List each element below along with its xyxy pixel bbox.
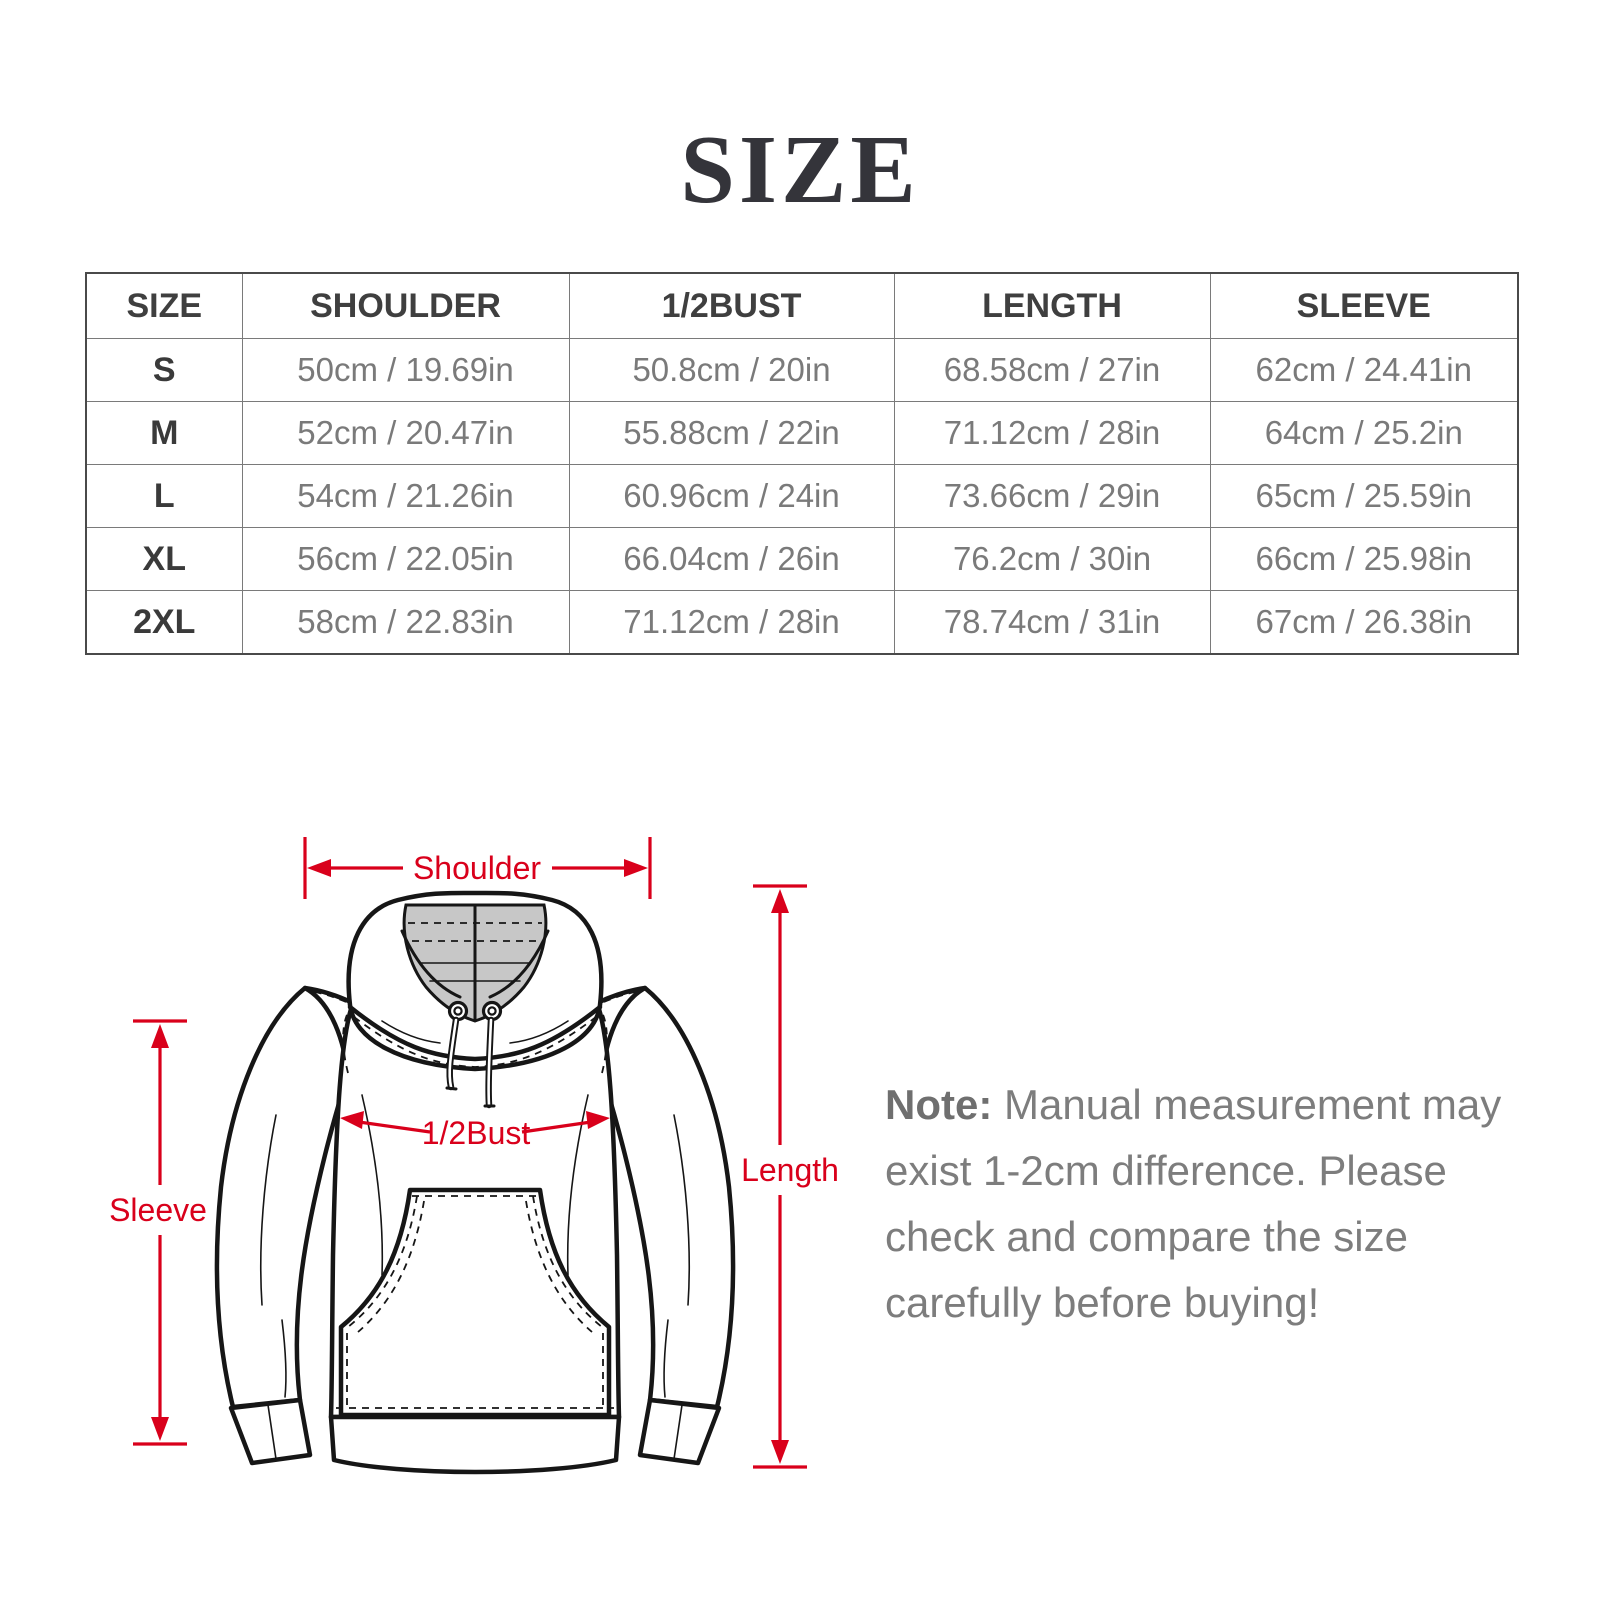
header-length: LENGTH (893, 272, 1211, 339)
hem-band (328, 1414, 622, 1475)
cell-size: L (85, 464, 243, 528)
cell-length: 68.58cm / 27in (893, 338, 1211, 402)
length-measure: Length (741, 884, 839, 1469)
cell-bust: 66.04cm / 26in (568, 527, 895, 591)
measurement-diagram: Shoulder 1/2Bust Sleeve Length (109, 837, 839, 1475)
header-sleeve: SLEEVE (1209, 272, 1519, 339)
note-line: Note: Manual measurement may (885, 1081, 1502, 1128)
cell-length: 76.2cm / 30in (893, 527, 1211, 591)
table-row: M 52cm / 20.47in 55.88cm / 22in 71.12cm … (85, 401, 1519, 465)
right-arrowhead-icon (624, 859, 648, 877)
table-row: 2XL 58cm / 22.83in 71.12cm / 28in 78.74c… (85, 590, 1519, 655)
cell-shoulder: 56cm / 22.05in (241, 527, 570, 591)
cell-length: 78.74cm / 31in (893, 590, 1211, 655)
right-sleeve (599, 985, 736, 1410)
cell-length: 73.66cm / 29in (893, 464, 1211, 528)
left-arrowhead-icon (307, 859, 331, 877)
cell-size: 2XL (85, 590, 243, 655)
cell-sleeve: 64cm / 25.2in (1209, 401, 1519, 465)
cell-bust: 71.12cm / 28in (568, 590, 895, 655)
table-row: XL 56cm / 22.05in 66.04cm / 26in 76.2cm … (85, 527, 1519, 591)
cell-sleeve: 62cm / 24.41in (1209, 338, 1519, 402)
cell-sleeve: 65cm / 25.59in (1209, 464, 1519, 528)
note-line: carefully before buying! (885, 1279, 1320, 1326)
cell-size: M (85, 401, 243, 465)
shoulder-label: Shoulder (413, 850, 541, 886)
table-header-row: SIZE SHOULDER 1/2BUST LENGTH SLEEVE (85, 272, 1519, 339)
size-table-header: SIZE SHOULDER 1/2BUST LENGTH SLEEVE (85, 272, 1519, 339)
sleeve-label: Sleeve (109, 1192, 207, 1228)
half-bust-measure: 1/2Bust (340, 1111, 610, 1151)
length-label: Length (741, 1152, 839, 1188)
hoodie-illustration (214, 890, 736, 1475)
table-row: S 50cm / 19.69in 50.8cm / 20in 68.58cm /… (85, 338, 1519, 402)
cell-shoulder: 58cm / 22.83in (241, 590, 570, 655)
cell-bust: 55.88cm / 22in (568, 401, 895, 465)
note-line: exist 1-2cm difference. Please (885, 1147, 1447, 1194)
cell-bust: 60.96cm / 24in (568, 464, 895, 528)
size-table: SIZE SHOULDER 1/2BUST LENGTH SLEEVE S 50… (85, 272, 1519, 655)
left-cuff (228, 1397, 313, 1466)
note-line: check and compare the size (885, 1213, 1408, 1260)
kangaroo-pocket (338, 1187, 612, 1418)
cell-size: XL (85, 527, 243, 591)
cell-shoulder: 54cm / 21.26in (241, 464, 570, 528)
cell-size: S (85, 338, 243, 402)
cell-shoulder: 52cm / 20.47in (241, 401, 570, 465)
measurement-note: Note: Manual measurement may exist 1-2cm… (885, 1072, 1515, 1336)
cell-shoulder: 50cm / 19.69in (241, 338, 570, 402)
cell-sleeve: 66cm / 25.98in (1209, 527, 1519, 591)
header-size: SIZE (85, 272, 243, 339)
page-title: SIZE (680, 116, 920, 224)
right-cuff (637, 1397, 722, 1466)
cell-bust: 50.8cm / 20in (568, 338, 895, 402)
size-table-body: S 50cm / 19.69in 50.8cm / 20in 68.58cm /… (85, 338, 1519, 655)
header-bust: 1/2BUST (568, 272, 895, 339)
table-row: L 54cm / 21.26in 60.96cm / 24in 73.66cm … (85, 464, 1519, 528)
note-label: Note: (885, 1081, 993, 1128)
left-eyelet (447, 1000, 469, 1022)
cell-length: 71.12cm / 28in (893, 401, 1211, 465)
shoulder-measure: Shoulder (303, 837, 652, 899)
header-shoulder: SHOULDER (241, 272, 570, 339)
left-sleeve (214, 985, 351, 1410)
half-bust-label: 1/2Bust (422, 1115, 531, 1151)
sleeve-measure: Sleeve (109, 1019, 207, 1446)
cell-sleeve: 67cm / 26.38in (1209, 590, 1519, 655)
